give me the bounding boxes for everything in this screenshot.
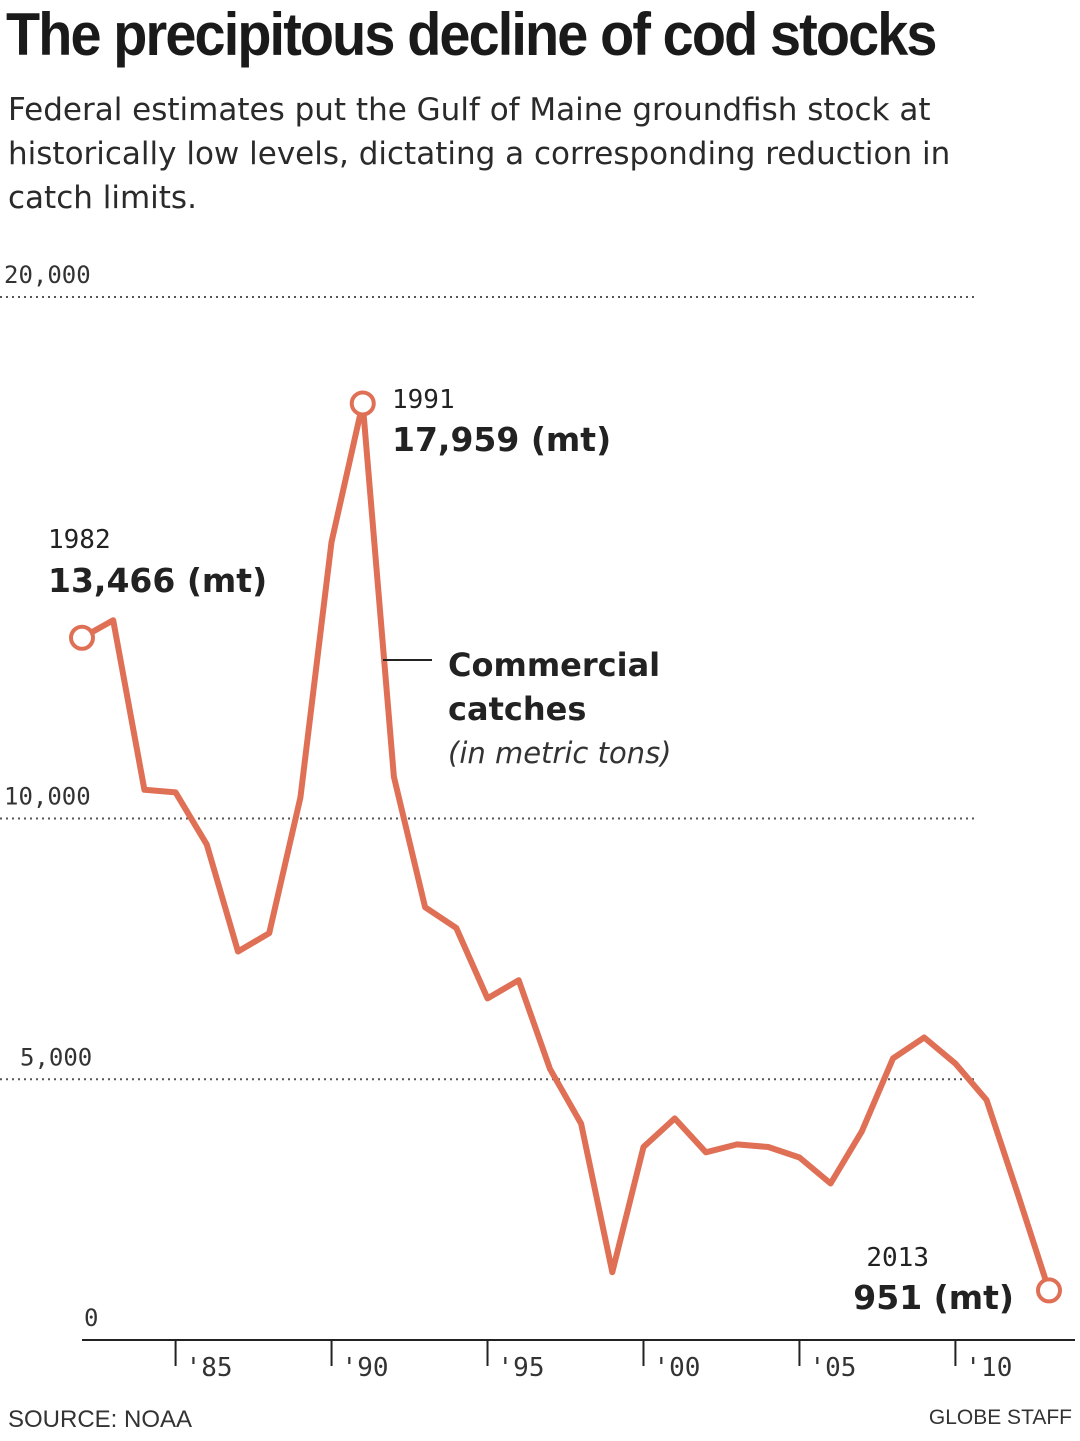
series-line-commercial-catches	[79, 400, 1052, 1294]
annotation-marker-1991	[349, 390, 376, 417]
x-tick-label: '95	[498, 1353, 545, 1383]
x-tick-label: '10	[965, 1353, 1012, 1383]
legend-label-line1: Commercial	[448, 646, 660, 684]
marker-layer	[69, 390, 1062, 1304]
x-tick-label: '00	[653, 1353, 700, 1383]
annotation-layer: 1982 13,466 (mt) 1991 17,959 (mt) 2013 951 (m…	[48, 385, 1014, 1317]
annotation-marker-2013	[1036, 1277, 1062, 1304]
series-layer	[79, 400, 1052, 1294]
source-note: SOURCE: NOAA	[8, 1406, 193, 1433]
y-tick-label: 10,000	[4, 783, 91, 811]
x-axis: '85 '90 '95 '00 '05 '10	[82, 1339, 1075, 1383]
annotation-value-1991: 17,959 (mt)	[392, 420, 611, 459]
annotation-value-1982: 13,466 (mt)	[48, 561, 267, 600]
chart-subtitle: Federal estimates put the Gulf of Maine …	[8, 92, 951, 216]
x-tick-label: '05	[809, 1353, 856, 1383]
legend-unit-label: (in metric tons)	[448, 736, 672, 770]
chart-title: The precipitous decline of cod stocks	[6, 1, 937, 68]
y-tick-label: 20,000	[4, 261, 91, 289]
gridlines: 0 5,000 10,000 20,000	[0, 261, 975, 1332]
series-legend: Commercial catches (in metric tons)	[383, 646, 672, 770]
y-tick-label: 5,000	[20, 1043, 92, 1071]
y-tick-label: 0	[84, 1304, 98, 1332]
annotation-year-1991: 1991	[392, 385, 455, 415]
annotation-year-2013: 2013	[866, 1243, 929, 1273]
annotation-marker-1982	[69, 624, 95, 651]
legend-label-line2: catches	[448, 690, 586, 728]
x-tick-label: '90	[342, 1353, 389, 1383]
x-tick-label: '85	[186, 1353, 233, 1383]
credit-note: GLOBE STAFF	[928, 1406, 1072, 1429]
annotation-year-1982: 1982	[48, 525, 111, 555]
annotation-value-2013: 951 (mt)	[853, 1278, 1014, 1317]
